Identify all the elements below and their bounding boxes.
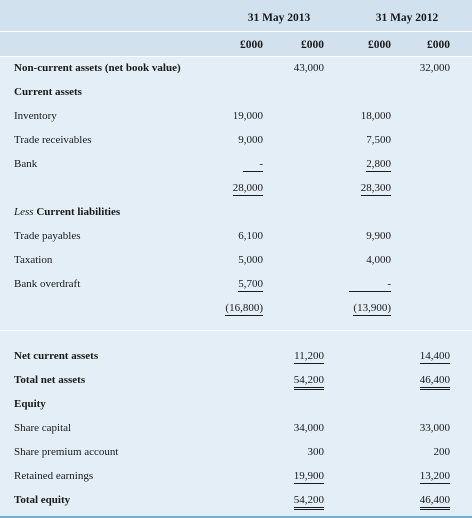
section-divider xyxy=(0,330,472,331)
value-2012-detail: 7,500 xyxy=(366,134,391,146)
value-2013-total: 54,200 xyxy=(293,488,324,512)
value-2013-total: 19,900 xyxy=(293,470,324,484)
value-2012-total: 14,400 xyxy=(419,350,450,364)
value-2013-total: 34,000 xyxy=(293,422,324,434)
section-heading: Equity xyxy=(14,398,46,410)
value-2013-detail: 5,000 xyxy=(238,254,263,266)
value-2013-detail: 6,100 xyxy=(238,230,263,242)
value-2012-total: 46,400 xyxy=(419,368,450,392)
value-2013-total: 11,200 xyxy=(294,350,324,364)
unit-heading-col4: £000 xyxy=(427,39,450,51)
row-label: Net current assets xyxy=(14,350,99,362)
period-2013-heading: 31 May 2013 xyxy=(247,12,311,24)
row-share-premium: Share premium account 300 200 xyxy=(0,440,472,464)
header-divider xyxy=(0,31,472,32)
row-inventory: Inventory 19,000 18,000 xyxy=(0,104,472,128)
value-2013-detail: 19,000 xyxy=(232,110,263,122)
row-current-assets-total: 28,000 28,300 xyxy=(0,176,472,200)
row-net-current-assets: Net current assets 11,200 14,400 xyxy=(0,344,472,368)
row-label: Share capital xyxy=(14,422,72,434)
row-share-capital: Share capital 34,000 33,000 xyxy=(0,416,472,440)
row-bank-overdraft: Bank overdraft 5,700 - xyxy=(0,272,472,296)
value-2013-total: 300 xyxy=(307,446,325,458)
value-2012-detail: - xyxy=(349,272,391,296)
value-2012-total: 13,200 xyxy=(419,470,450,484)
value-2013-total: 43,000 xyxy=(293,62,324,74)
period-2012-heading: 31 May 2012 xyxy=(375,12,439,24)
row-label: Retained earnings xyxy=(14,470,94,482)
row-label: Trade payables xyxy=(14,230,81,242)
value-2012-total: 32,000 xyxy=(419,62,450,74)
row-label: Bank overdraft xyxy=(14,278,81,290)
value-2013-detail: 5,700 xyxy=(238,278,263,292)
value-2012-detail: 18,000 xyxy=(360,110,391,122)
row-current-assets-heading: Current assets xyxy=(0,80,472,104)
value-2012-detail: 4,000 xyxy=(366,254,391,266)
row-retained-earnings: Retained earnings 19,900 13,200 xyxy=(0,464,472,488)
row-total-equity: Total equity 54,200 46,400 xyxy=(0,488,472,512)
row-label: Taxation xyxy=(14,254,53,266)
row-non-current-assets: Non-current assets (net book value) 43,0… xyxy=(0,56,472,80)
subtotal-2013: (16,800) xyxy=(225,302,263,316)
unit-heading-col2: £000 xyxy=(301,39,324,51)
value-2013-detail: 9,000 xyxy=(238,134,263,146)
value-2012-total: 33,000 xyxy=(419,422,450,434)
row-label: Inventory xyxy=(14,110,57,122)
value-2013-detail: - xyxy=(243,152,263,176)
value-2013-total: 54,200 xyxy=(293,368,324,392)
row-label: Non-current assets (net book value) xyxy=(14,62,181,74)
row-total-net-assets: Total net assets 54,200 46,400 xyxy=(0,368,472,392)
row-label: Total net assets xyxy=(14,374,86,386)
unit-heading-col3: £000 xyxy=(368,39,391,51)
row-label: Total equity xyxy=(14,494,71,506)
section-heading: Current assets xyxy=(14,86,82,98)
value-2012-detail: 9,900 xyxy=(366,230,391,242)
row-label: Share premium account xyxy=(14,446,119,458)
row-current-liabilities-total: (16,800) (13,900) xyxy=(0,296,472,320)
value-2012-total: 200 xyxy=(433,446,451,458)
value-2012-total: 46,400 xyxy=(419,488,450,512)
header-bottom-rule xyxy=(0,56,472,57)
section-heading: Less Current liabilities xyxy=(14,206,121,218)
subtotal-2012: (13,900) xyxy=(353,302,391,316)
value-2012-detail: 2,800 xyxy=(366,158,391,172)
column-header-band: 31 May 2013 31 May 2012 £000 £000 £000 £… xyxy=(0,0,472,56)
subtotal-2012: 28,300 xyxy=(360,182,391,196)
row-bank: Bank - 2,800 xyxy=(0,152,472,176)
unit-heading-col1: £000 xyxy=(240,39,263,51)
row-equity-heading: Equity xyxy=(0,392,472,416)
subtotal-2013: 28,000 xyxy=(232,182,263,196)
row-current-liabilities-heading: Less Current liabilities xyxy=(0,200,472,224)
row-label: Trade receivables xyxy=(14,134,92,146)
row-trade-receivables: Trade receivables 9,000 7,500 xyxy=(0,128,472,152)
row-label: Bank xyxy=(14,158,38,170)
row-trade-payables: Trade payables 6,100 9,900 xyxy=(0,224,472,248)
row-taxation: Taxation 5,000 4,000 xyxy=(0,248,472,272)
